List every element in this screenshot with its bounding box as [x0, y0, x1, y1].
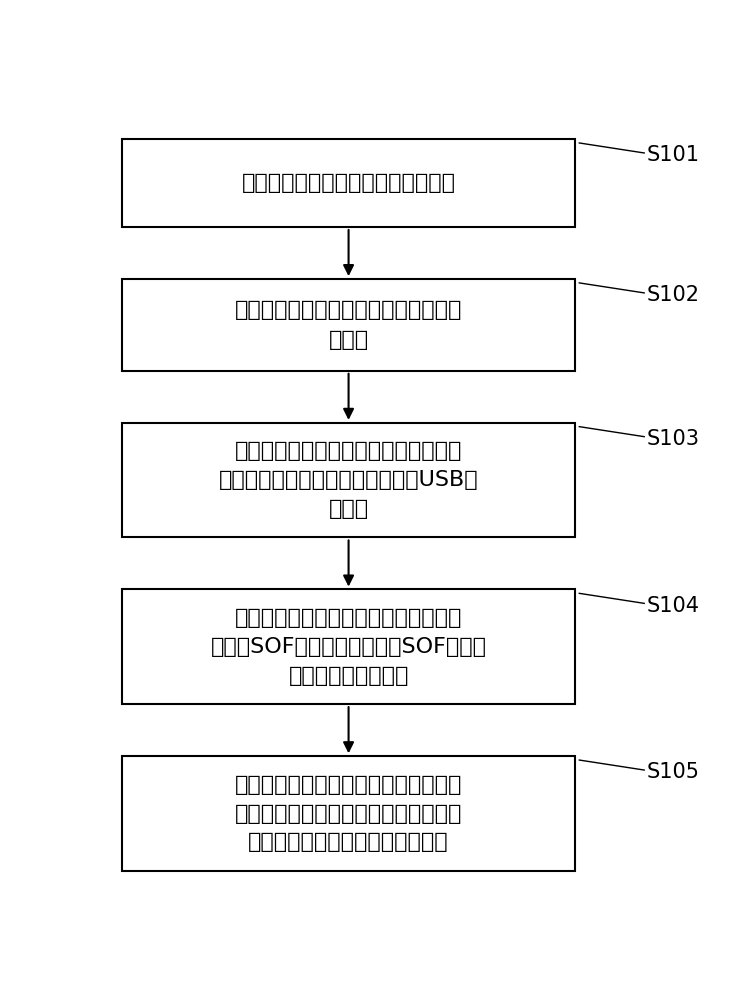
Text: 可控分频器将内部振荡器产生的时钟进: 可控分频器将内部振荡器产生的时钟进 — [235, 300, 462, 320]
Text: 倍频器将分频后的时钟按固定倍频率倍: 倍频器将分频后的时钟按固定倍频率倍 — [235, 441, 462, 461]
Text: S101: S101 — [647, 145, 700, 165]
Bar — [123, 589, 574, 704]
Text: S103: S103 — [647, 429, 700, 449]
Text: 与标准时间间隔的差异，并根据比较结: 与标准时间间隔的差异，并根据比较结 — [235, 804, 462, 824]
Text: S104: S104 — [647, 596, 700, 616]
Bar — [123, 756, 574, 871]
Text: 体结构: 体结构 — [328, 499, 369, 519]
Text: 分频控制器比较接收计时器的计数结果: 分频控制器比较接收计时器的计数结果 — [235, 775, 462, 795]
Bar — [123, 139, 574, 227]
Bar — [123, 279, 574, 371]
Text: 果控制调节可控分频器的分频参数: 果控制调节可控分频器的分频参数 — [248, 832, 449, 852]
Text: 接收计时器根据倍频后的时钟接收主机: 接收计时器根据倍频后的时钟接收主机 — [235, 608, 462, 628]
Text: 的时间间隔进行计数: 的时间间隔进行计数 — [289, 666, 408, 686]
Text: S105: S105 — [647, 762, 700, 782]
Bar — [123, 423, 574, 537]
Text: 行分频: 行分频 — [328, 330, 369, 350]
Text: 频，并将倍频后的时钟传送至所述USB主: 频，并将倍频后的时钟传送至所述USB主 — [218, 470, 479, 490]
Text: 内部振荡器产生具有固定频率的时钟: 内部振荡器产生具有固定频率的时钟 — [242, 173, 456, 193]
Text: S102: S102 — [647, 285, 700, 305]
Text: 发出的SOF数据包，并对接收SOF数据包: 发出的SOF数据包，并对接收SOF数据包 — [211, 637, 486, 657]
